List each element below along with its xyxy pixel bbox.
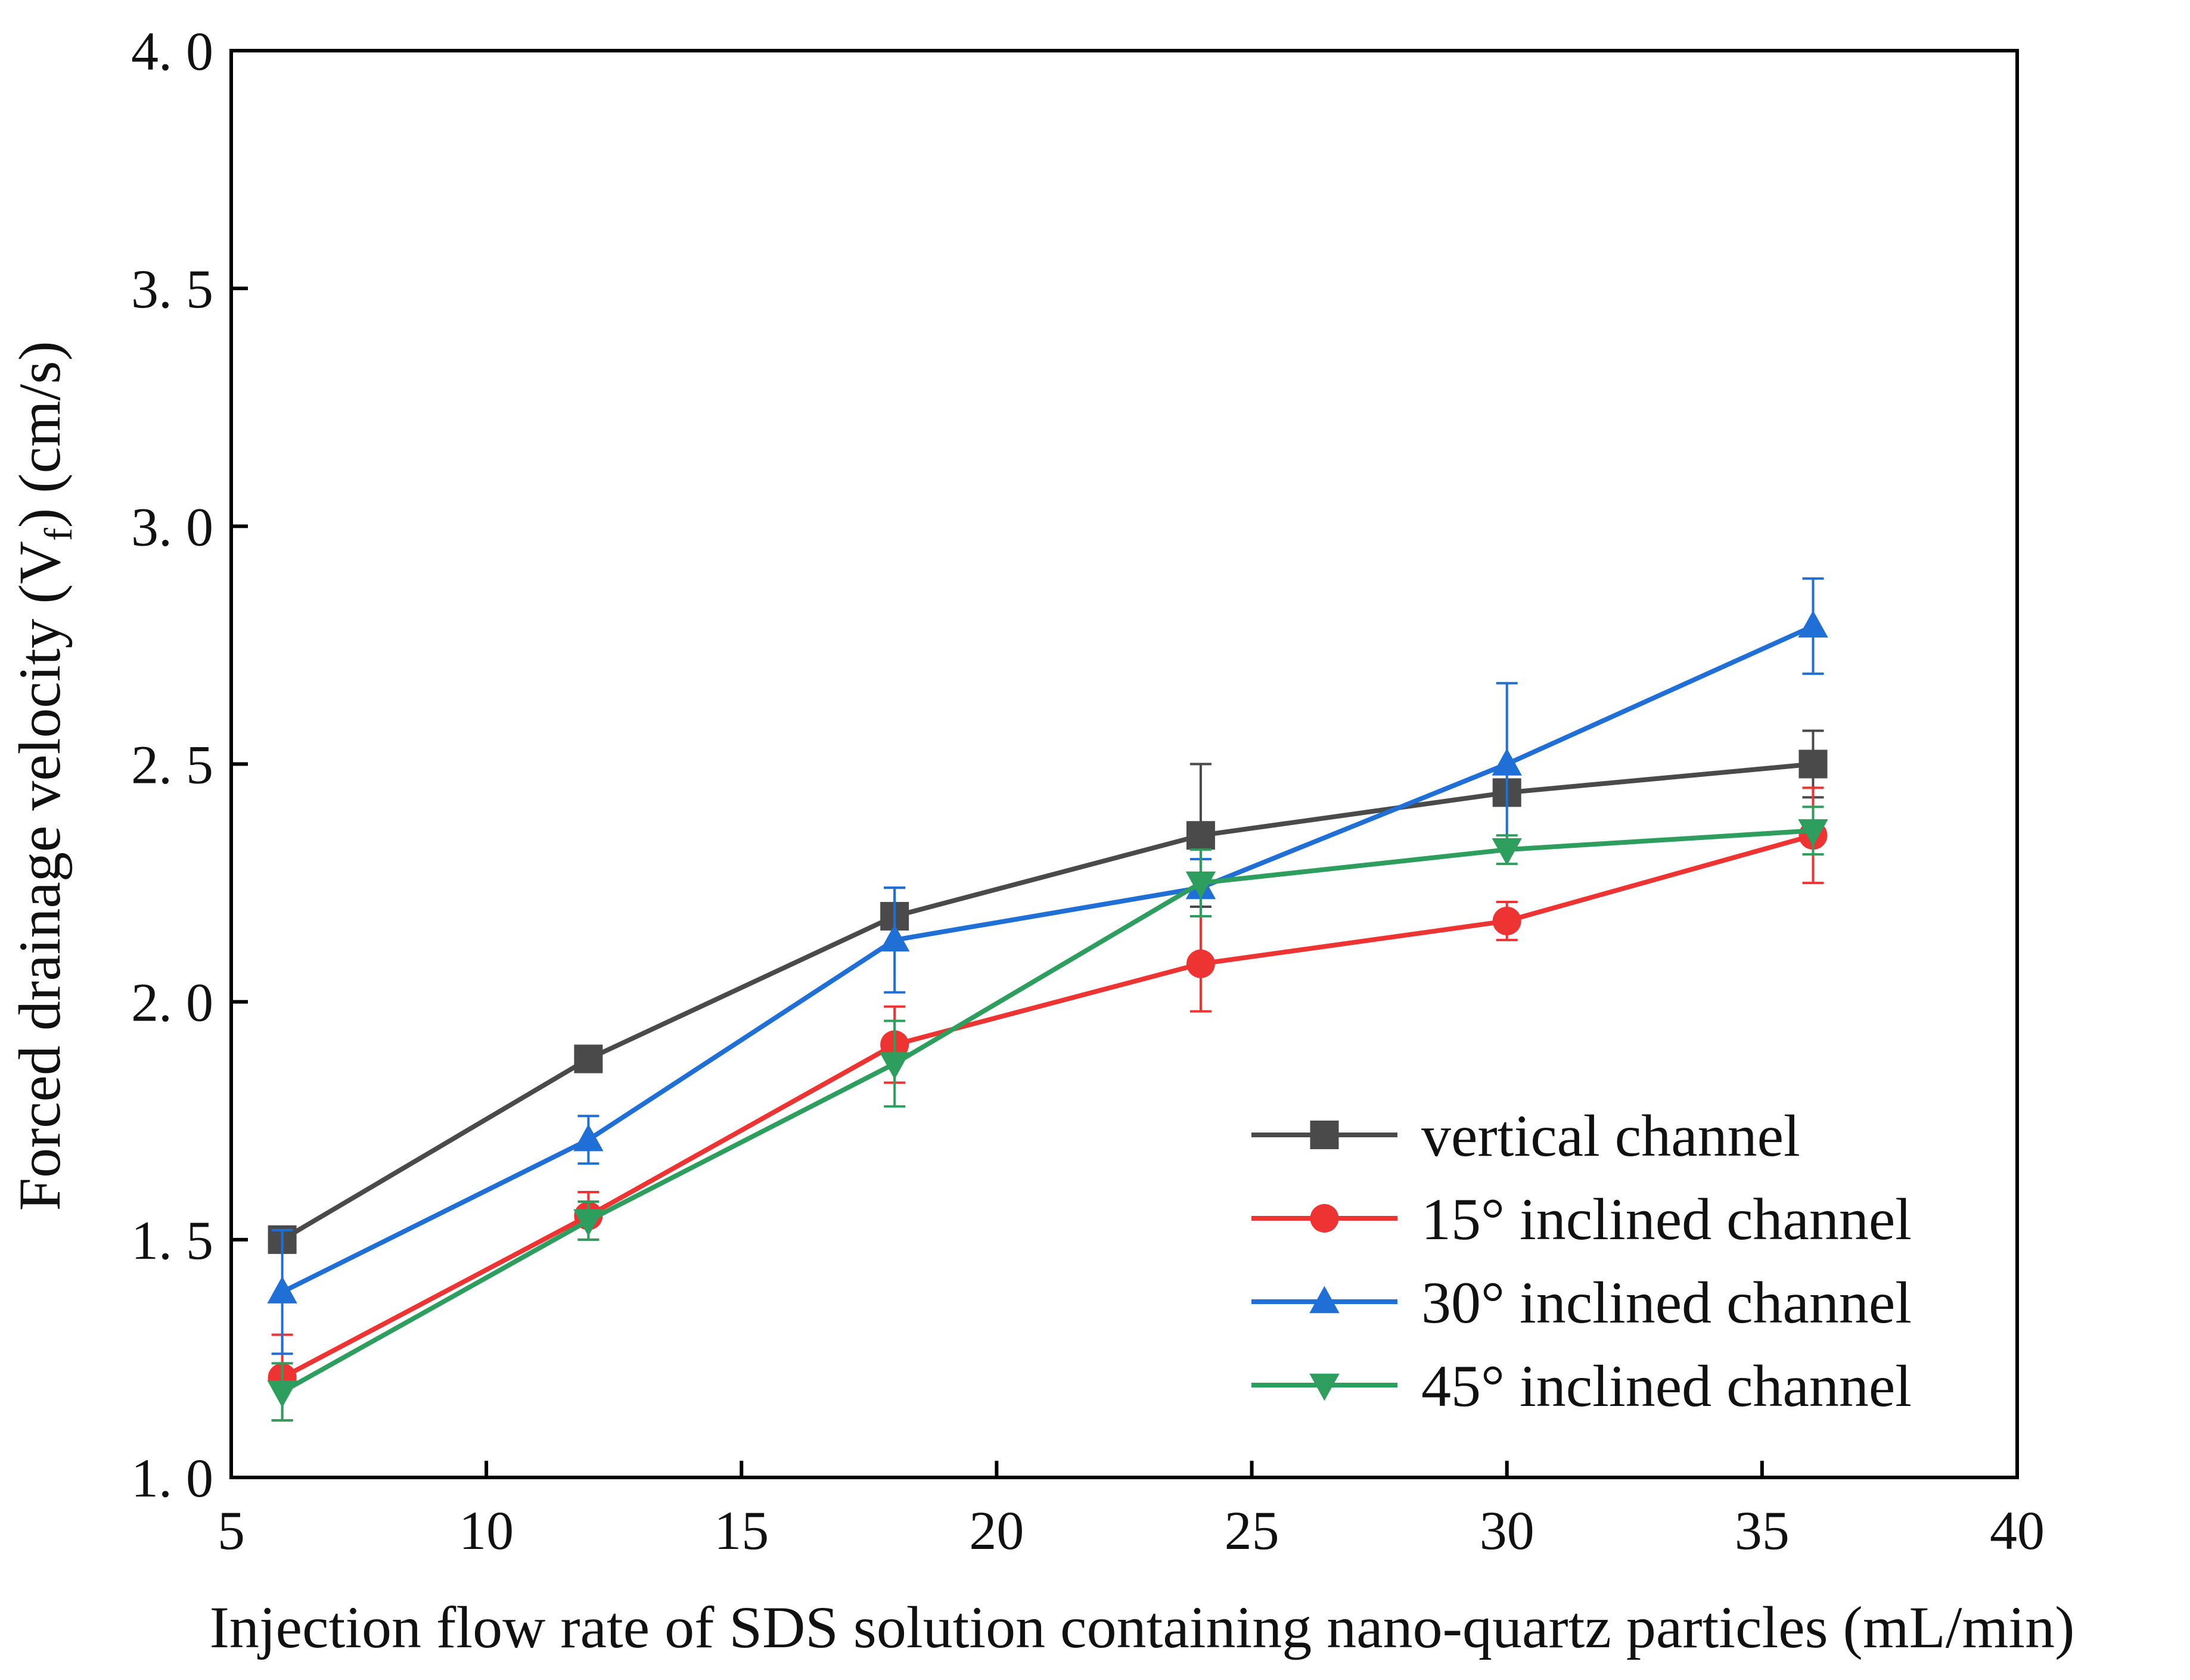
- legend-item-3: 45° inclined channel: [1251, 1353, 1912, 1419]
- x-tick-label: 20: [969, 1500, 1024, 1561]
- data-point: [573, 1209, 604, 1237]
- x-axis-title: Injection flow rate of SDS solution cont…: [210, 1594, 2075, 1660]
- plot-layer: [267, 577, 1828, 1422]
- y-tick-label: 3. 5: [131, 259, 213, 319]
- series-line: [281, 624, 1815, 1295]
- data-point: [879, 924, 910, 952]
- legend-label: 45° inclined channel: [1421, 1353, 1912, 1419]
- data-point: [574, 1044, 603, 1074]
- y-axis-title: Forced drainage velocity (Vf) (cm/s): [7, 341, 80, 1211]
- data-point: [1186, 949, 1215, 978]
- data-point: [879, 1052, 910, 1079]
- x-tick-label: 35: [1735, 1500, 1790, 1561]
- legend-item-1: 15° inclined channel: [1251, 1186, 1912, 1252]
- data-point: [1185, 871, 1216, 899]
- data-point: [1492, 838, 1522, 866]
- data-point: [1492, 748, 1522, 776]
- axis-layer: 5 10 15 20 25 30 35 40 1. 0 1. 5 2. 0 2. 5 3. 0 3. 5 4…: [7, 21, 2074, 1660]
- y-tick-label: 2. 0: [131, 972, 213, 1033]
- data-point: [267, 1276, 297, 1303]
- y-tick-label: 1. 0: [131, 1448, 213, 1508]
- legend-label: 30° inclined channel: [1421, 1270, 1912, 1336]
- y-tick-label: 3. 0: [131, 496, 213, 557]
- y-tick-label: 1. 5: [131, 1210, 213, 1271]
- x-tick-label: 10: [459, 1500, 514, 1561]
- legend-label: 15° inclined channel: [1421, 1186, 1912, 1252]
- data-point: [573, 1124, 604, 1152]
- y-tick-label: 2. 5: [131, 735, 213, 795]
- data-point: [267, 1380, 297, 1408]
- legend-item-0: vertical channel: [1251, 1103, 1800, 1169]
- x-tick-label: 40: [1990, 1500, 2045, 1561]
- data-point: [1186, 821, 1215, 850]
- data-point: [1798, 819, 1828, 847]
- legend: vertical channel 15° inclined channel 30° …: [1251, 1103, 1912, 1419]
- x-tick-label: 30: [1480, 1500, 1534, 1561]
- legend-label: vertical channel: [1421, 1103, 1800, 1169]
- x-tick-label: 25: [1225, 1500, 1279, 1561]
- series-0: [268, 729, 1828, 1254]
- y-tick-label: 4. 0: [131, 21, 213, 82]
- x-tick-label: 15: [714, 1500, 769, 1561]
- series-line: [281, 761, 1813, 1242]
- legend-swatch-marker: [1310, 1121, 1339, 1149]
- series-3: [267, 805, 1828, 1422]
- data-point: [1798, 610, 1828, 638]
- series-line: [281, 828, 1813, 1394]
- legend-swatch-marker: [1309, 1373, 1340, 1401]
- data-point: [1798, 749, 1828, 779]
- series-line: [281, 833, 1814, 1380]
- legend-item-2: 30° inclined channel: [1251, 1270, 1912, 1336]
- legend-swatch-marker: [1309, 1286, 1340, 1314]
- data-point: [1492, 906, 1521, 935]
- x-tick-label: 5: [218, 1500, 245, 1561]
- legend-swatch-marker: [1310, 1204, 1339, 1233]
